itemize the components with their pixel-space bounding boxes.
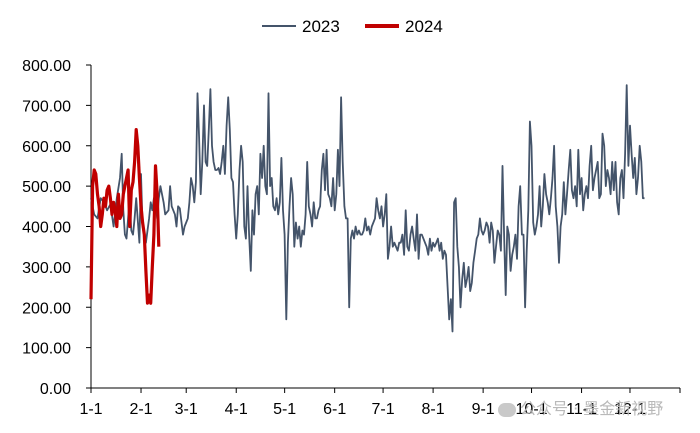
x-tick-label: 11-1 xyxy=(566,401,597,418)
x-tick-label: 3-1 xyxy=(175,401,198,418)
y-tick-label: 0.00 xyxy=(40,381,71,398)
y-tick-label: 300.00 xyxy=(22,260,71,277)
x-tick-label: 4-1 xyxy=(225,401,248,418)
wechat-icon xyxy=(498,402,516,417)
y-axis: 0.00 100.00 200.00 300.00 400.00 500.00 600.00… xyxy=(22,58,92,398)
y-tick-label: 100.00 xyxy=(22,341,71,358)
y-tick-label: 600.00 xyxy=(22,139,71,156)
x-tick-label: 5-1 xyxy=(273,401,296,418)
y-tick-label: 700.00 xyxy=(22,98,71,115)
x-tick-label: 1-1 xyxy=(79,401,102,418)
legend-label-2024: 2024 xyxy=(405,17,443,36)
y-tick-label: 400.00 xyxy=(22,220,71,237)
x-tick-label: 10-1 xyxy=(516,401,548,418)
watermark: 公众号 · 墨金新视野 xyxy=(498,395,663,419)
x-tick-label: 9-1 xyxy=(472,401,495,418)
x-tick-label: 2-1 xyxy=(129,401,152,418)
x-tick-label: 6-1 xyxy=(323,401,346,418)
series-line-2023 xyxy=(90,84,645,333)
x-tick-label: 12-1 xyxy=(614,401,646,418)
x-tick-label: 7-1 xyxy=(372,401,395,418)
x-axis: 1-1 2-1 3-1 4-1 5-1 6-1 7-1 8-1 9-1 10-1 11-1 12-1 xyxy=(79,387,681,418)
plot-area xyxy=(89,84,645,333)
x-tick-label: 8-1 xyxy=(422,401,445,418)
series-line-2024 xyxy=(89,128,161,305)
legend-label-2023: 2023 xyxy=(302,17,340,36)
y-tick-label: 800.00 xyxy=(22,58,71,75)
legend: 2023 2024 xyxy=(262,17,443,36)
y-tick-label: 500.00 xyxy=(22,179,71,196)
y-tick-label: 200.00 xyxy=(22,300,71,317)
